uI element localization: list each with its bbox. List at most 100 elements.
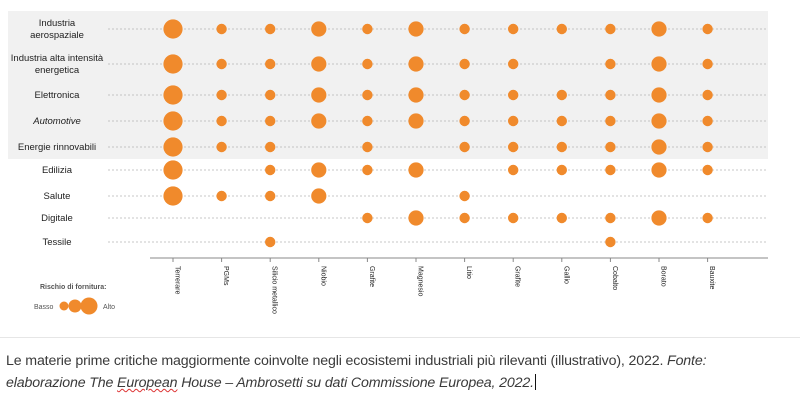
bubble — [216, 89, 227, 101]
row-label: Salute — [44, 191, 71, 202]
bubble — [459, 141, 470, 153]
bubble — [508, 141, 519, 153]
bubble — [216, 141, 227, 153]
bubble — [216, 23, 227, 35]
legend-bubble-low — [59, 301, 69, 311]
bubble — [362, 164, 373, 176]
bubble — [265, 115, 276, 127]
bubble — [216, 58, 227, 70]
bubble — [311, 188, 327, 204]
bubble — [408, 162, 424, 178]
figure-caption: Le materie prime critiche maggiormente c… — [6, 350, 796, 394]
bubble — [311, 21, 327, 37]
bubble — [163, 111, 183, 131]
bubble — [408, 56, 424, 72]
caption-source-label: Fonte: — [667, 353, 707, 369]
column-label: Magnesio — [417, 266, 424, 296]
bubble — [651, 87, 667, 103]
row-label: Edilizia — [42, 165, 73, 176]
bubble — [362, 89, 373, 101]
bubble — [408, 87, 424, 103]
legend-high-label: Alto — [103, 304, 115, 311]
bubble — [508, 212, 519, 224]
bubble — [408, 210, 424, 226]
bubble — [163, 19, 183, 39]
bubble — [556, 23, 567, 35]
bubble — [163, 85, 183, 105]
bubble — [163, 186, 183, 206]
bubble — [651, 56, 667, 72]
column-label: Cobalto — [611, 266, 618, 290]
column-label: PGMs — [222, 266, 229, 286]
bubble — [459, 23, 470, 35]
bubble — [362, 23, 373, 35]
bubble — [508, 89, 519, 101]
row-label: Energie rinnovabili — [18, 142, 96, 153]
bubble — [163, 137, 183, 157]
bubble — [408, 21, 424, 37]
bubble — [605, 164, 616, 176]
bubble — [311, 162, 327, 178]
bubble — [605, 141, 616, 153]
bubble — [459, 115, 470, 127]
bubble — [362, 141, 373, 153]
caption-source-pre: elaborazione The — [6, 375, 114, 391]
column-label: Borato — [660, 266, 667, 287]
column-label: Silicio metallico — [271, 266, 278, 314]
bubble — [362, 212, 373, 224]
bubble — [163, 54, 183, 74]
legend-title: Rischio di fornitura: — [40, 284, 107, 291]
bubble — [265, 58, 276, 70]
row-label: Industria alta intensità — [11, 53, 104, 64]
bubble — [651, 210, 667, 226]
row-label: Elettronica — [35, 90, 81, 101]
bubble — [459, 58, 470, 70]
bubble — [265, 23, 276, 35]
bubble — [702, 115, 713, 127]
bubble — [508, 58, 519, 70]
column-label: Niobio — [319, 266, 326, 286]
bubble — [265, 141, 276, 153]
text-cursor — [534, 374, 536, 390]
bubble — [702, 141, 713, 153]
bubble — [311, 87, 327, 103]
bubble — [508, 115, 519, 127]
bubble — [702, 212, 713, 224]
bubble — [265, 89, 276, 101]
bubble — [508, 23, 519, 35]
row-label: Industria — [39, 18, 76, 29]
column-label: Terrerare — [174, 266, 181, 295]
bubble — [651, 162, 667, 178]
caption-text: Le materie prime critiche maggiormente c… — [6, 353, 664, 369]
caption-source-underlined: European — [117, 375, 178, 391]
bubble — [508, 164, 519, 176]
caption-source-post: House – Ambrosetti su dati Commissione E… — [181, 375, 534, 391]
bubble — [311, 56, 327, 72]
bubbles — [163, 19, 713, 248]
column-label: Grafite — [368, 266, 375, 287]
column-labels: Terrerare PGMs Silicio metallico Niobio Graf… — [174, 266, 716, 314]
bubble — [556, 115, 567, 127]
bubble — [605, 236, 616, 248]
bubble — [702, 164, 713, 176]
legend: Rischio di fornitura: Basso Alto — [34, 284, 115, 315]
bubble — [605, 115, 616, 127]
column-label: Gallio — [562, 266, 569, 284]
row-label: energetica — [35, 65, 80, 76]
column-label: Bauxite — [708, 266, 715, 289]
bubble — [605, 212, 616, 224]
bubble — [265, 236, 276, 248]
bubble — [556, 89, 567, 101]
column-label: Litio — [465, 266, 472, 279]
legend-bubble-high — [80, 297, 98, 315]
x-axis — [150, 257, 768, 262]
bubble — [265, 164, 276, 176]
bubble — [651, 113, 667, 129]
bubble — [605, 58, 616, 70]
legend-low-label: Basso — [34, 304, 54, 311]
bubble — [651, 21, 667, 37]
bubble — [556, 141, 567, 153]
bubble — [163, 160, 183, 180]
